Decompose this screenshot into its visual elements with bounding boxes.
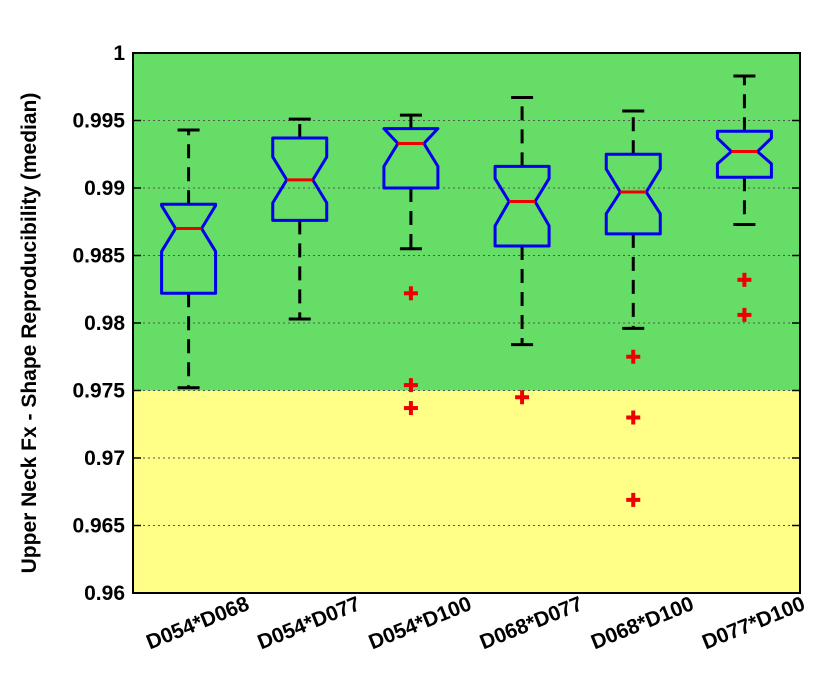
box-body <box>160 202 218 295</box>
x-category-label: D054*D068 <box>143 592 253 654</box>
x-category-label: D068*D077 <box>477 592 586 654</box>
outlier-point <box>403 378 418 393</box>
outlier-point <box>515 390 530 405</box>
x-category-label: D054*D077 <box>254 592 363 654</box>
box-body <box>604 152 662 236</box>
y-tick-label: 0.995 <box>72 110 125 133</box>
y-tick-label: 0.96 <box>84 582 125 605</box>
y-tick-label: 0.97 <box>84 447 125 470</box>
outlier-point <box>737 307 752 322</box>
y-tick-label: 0.975 <box>72 380 125 403</box>
outliers <box>403 272 752 507</box>
outlier-point <box>626 492 641 507</box>
box-body <box>715 129 773 179</box>
box-D054*D068 <box>160 128 218 390</box>
x-category-label: D077*D100 <box>699 592 808 654</box>
band-0 <box>133 53 800 391</box>
background-bands <box>133 53 800 593</box>
x-category-label: D068*D100 <box>588 592 697 654</box>
box-D077*D100 <box>715 74 773 226</box>
outlier-point <box>403 401 418 416</box>
x-category-label: D054*D100 <box>365 592 474 654</box>
y-tick-label: 0.965 <box>72 515 125 538</box>
box-body <box>493 164 551 248</box>
boxes <box>160 74 773 390</box>
y-tick-label: 1 <box>113 42 125 65</box>
outlier-point <box>626 410 641 425</box>
outlier-point <box>626 349 641 364</box>
y-tick-label: 0.98 <box>84 312 125 335</box>
y-axis-label: Upper Neck Fx - Shape Reproducibility (m… <box>18 93 41 574</box>
y-tick-label: 0.99 <box>84 177 125 200</box>
box-body <box>382 127 440 190</box>
box-D054*D100 <box>382 113 440 251</box>
box-D068*D100 <box>604 109 662 330</box>
x-axis-labels: D054*D068 D054*D077 D054*D100 D068*D077 D068… <box>143 592 808 654</box>
box-D068*D077 <box>493 96 551 347</box>
outlier-point <box>737 272 752 287</box>
y-axis-ticks: 0.96 0.965 0.97 0.975 0.98 0.985 0.99 0.995 1 <box>72 42 800 605</box>
outlier-point <box>403 286 418 301</box>
band-1 <box>133 390 800 593</box>
y-tick-label: 0.985 <box>72 245 125 268</box>
box-D054*D077 <box>271 117 329 321</box>
grid-lines <box>133 120 800 526</box>
box-body <box>271 136 329 222</box>
